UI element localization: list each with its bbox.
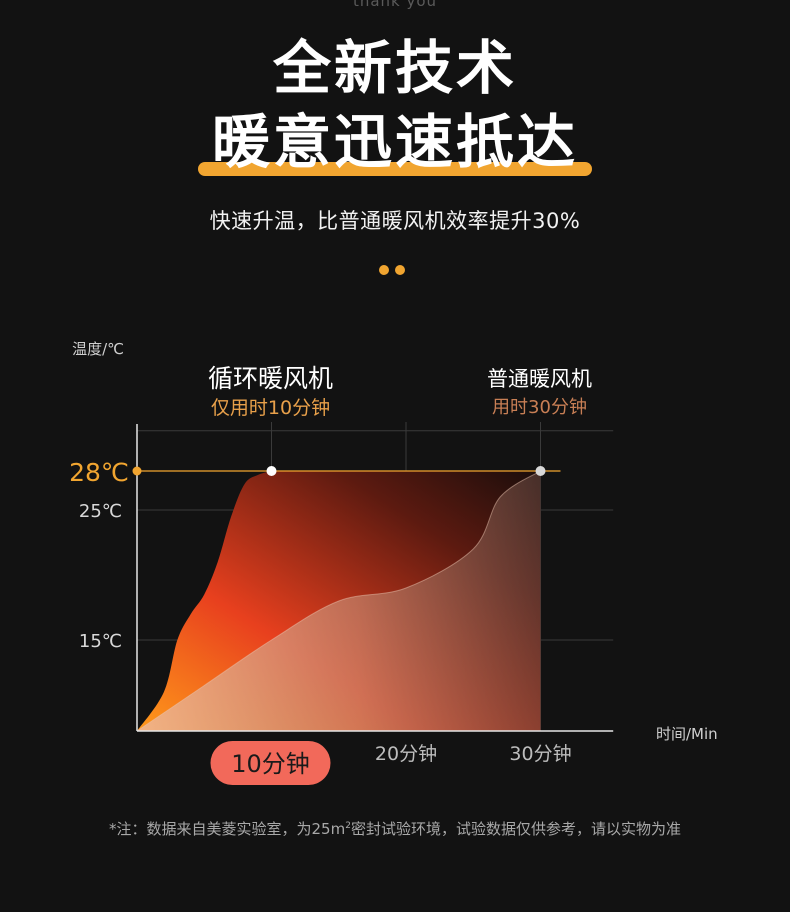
x-tick-label: 20分钟: [375, 743, 437, 765]
chart-labels: 温度/℃ 时间/Min 15℃ 25℃ 28℃ 10分钟 20分钟 30分钟 循环暖风机仅用时1…: [69, 340, 718, 785]
x-tick-label: 10分钟: [231, 750, 310, 778]
y-tick-label: 25℃: [79, 501, 122, 522]
footnote: *注：数据来自美菱实验室，为25m2密封试验环境，试验数据仅供参考，请以实物为准: [0, 818, 790, 839]
line-normal-heater: [136, 470, 541, 732]
footnote-superscript: 2: [345, 821, 351, 831]
headline-line-1: 全新技术: [272, 34, 517, 102]
series-note-normal: 用时30分钟: [492, 397, 587, 418]
temperature-chart: 温度/℃ 时间/Min 15℃ 25℃ 28℃ 10分钟 20分钟 30分钟 循环暖风机仅用时1…: [69, 340, 718, 785]
y-tick-label: 28℃: [69, 458, 129, 487]
series-name-circulating: 循环暖风机: [208, 364, 333, 393]
dot-icon: [379, 265, 389, 275]
circulating-reach-marker: [266, 466, 277, 476]
y-tick-label: 15℃: [79, 631, 122, 652]
chart-axes: [132, 424, 614, 732]
footnote-text-2: 密封试验环境，试验数据仅供参考，请以实物为准: [350, 820, 681, 838]
x-axis-title: 时间/Min: [656, 725, 718, 743]
series-name-normal: 普通暖风机: [487, 367, 592, 391]
normal-reach-marker: [535, 466, 546, 476]
dot-icon: [395, 265, 405, 275]
x-tick-highlight-pill: [210, 741, 331, 785]
top-cut-text: thank you: [352, 0, 438, 10]
headline-underline-bar: [197, 162, 592, 176]
footnote-text-1: *注：数据来自美菱实验室，为25m: [109, 820, 346, 838]
headline-line-2-wrap: 暖意迅速抵达: [0, 108, 790, 176]
headline-line-2: 暖意迅速抵达: [197, 108, 592, 176]
decorative-dots: [379, 260, 411, 279]
y-axis-title: 温度/℃: [72, 340, 124, 358]
target-origin-marker: [132, 466, 142, 476]
series-note-circulating: 仅用时10分钟: [211, 397, 330, 419]
subtitle: 快速升温，比普通暖风机效率提升30%: [209, 209, 581, 233]
headline-line-2-text: 暖意迅速抵达: [211, 108, 578, 176]
chart-areas: [136, 470, 541, 732]
x-tick-label: 30分钟: [509, 743, 571, 765]
